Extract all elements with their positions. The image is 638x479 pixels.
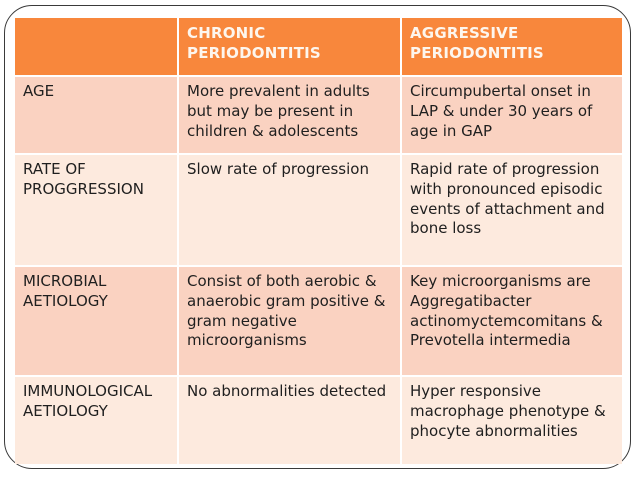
header-cell-empty: [15, 18, 177, 75]
header-cell-chronic: CHRONIC PERIODONTITIS: [179, 18, 400, 75]
cell-immunological-chronic: No abnormalities detected: [179, 377, 400, 464]
cell-age-chronic: More prevalent in adults but may be pres…: [179, 77, 400, 153]
cell-microbial-chronic: Consist of both aerobic & anaerobic gram…: [179, 267, 400, 375]
header-cell-aggressive: AGGRESSIVE PERIODONTITIS: [402, 18, 622, 75]
row-label-immunological-aetiology: IMMUNOLOGICAL AETIOLOGY: [15, 377, 177, 464]
header-label-chronic: CHRONIC PERIODONTITIS: [187, 24, 321, 62]
cell-rate-aggressive: Rapid rate of progression with pronounce…: [402, 155, 622, 265]
slide-rounded-border: [4, 5, 631, 469]
cell-microbial-aggressive: Key microorganisms are Aggregatibacter a…: [402, 267, 622, 375]
cell-age-aggressive: Circumpubertal onset in LAP & under 30 y…: [402, 77, 622, 153]
cell-rate-chronic: Slow rate of progression: [179, 155, 400, 265]
cell-immunological-aggressive: Hyper responsive macrophage phenotype & …: [402, 377, 622, 464]
periodontitis-comparison-table: CHRONIC PERIODONTITIS AGGRESSIVE PERIODO…: [15, 18, 622, 464]
row-label-microbial-aetiology: MICROBIAL AETIOLOGY: [15, 267, 177, 375]
row-label-rate-of-progression: RATE OF PROGGRESSION: [15, 155, 177, 265]
header-label-aggressive: AGGRESSIVE PERIODONTITIS: [410, 24, 544, 62]
row-label-age: AGE: [15, 77, 177, 153]
